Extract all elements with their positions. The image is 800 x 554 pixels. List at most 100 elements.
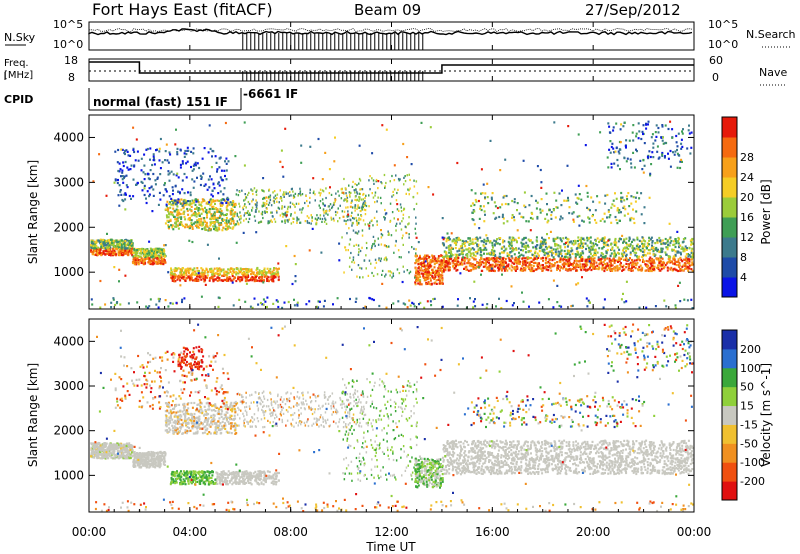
power-echo bbox=[148, 251, 151, 254]
power-echo bbox=[437, 259, 440, 263]
power-echo bbox=[641, 242, 644, 245]
power-echo bbox=[629, 243, 632, 246]
power-echo bbox=[400, 210, 403, 213]
power-echo bbox=[349, 219, 352, 222]
power-echo bbox=[502, 251, 505, 254]
nsky-label: N.Sky bbox=[4, 31, 36, 44]
power-echo bbox=[203, 217, 206, 220]
power-echo bbox=[423, 261, 426, 264]
power-echo bbox=[530, 260, 533, 263]
power-echo bbox=[219, 211, 222, 214]
power-echo bbox=[162, 257, 165, 260]
power-echo bbox=[578, 242, 581, 245]
power-echo bbox=[449, 257, 451, 260]
power-echo bbox=[400, 206, 402, 209]
power-echo bbox=[666, 262, 668, 265]
power-echo bbox=[623, 268, 626, 271]
power-echo bbox=[325, 212, 327, 215]
power-echo bbox=[416, 273, 419, 276]
power-echo bbox=[552, 252, 555, 255]
power-echo bbox=[161, 260, 164, 263]
power-echo bbox=[613, 204, 616, 207]
power-echo bbox=[690, 268, 693, 271]
power-echo bbox=[221, 279, 224, 282]
power-echo bbox=[563, 261, 566, 264]
power-echo bbox=[177, 227, 180, 230]
power-echo bbox=[196, 162, 199, 165]
power-echo bbox=[510, 242, 513, 245]
power-echo bbox=[475, 200, 478, 203]
power-echo bbox=[282, 193, 285, 196]
power-echo bbox=[610, 206, 613, 209]
power-echo bbox=[293, 203, 295, 207]
power-echo bbox=[281, 206, 284, 209]
power-echo bbox=[199, 272, 202, 275]
power-echo bbox=[633, 259, 636, 262]
power-echo bbox=[353, 244, 355, 247]
power-echo bbox=[210, 200, 213, 203]
power-echo bbox=[604, 194, 607, 197]
power-echo bbox=[114, 251, 117, 254]
power-echo bbox=[429, 261, 432, 264]
power-echo bbox=[601, 268, 604, 271]
power-echo bbox=[435, 261, 438, 264]
power-echo bbox=[653, 254, 656, 258]
power-echo bbox=[362, 202, 365, 205]
power-echo bbox=[486, 260, 489, 263]
power-echo bbox=[356, 191, 358, 194]
power-echo bbox=[483, 258, 486, 261]
power-echo bbox=[520, 215, 523, 218]
power-echo bbox=[192, 268, 194, 271]
power-echo bbox=[331, 206, 333, 210]
power-echo bbox=[615, 241, 618, 244]
power-echo bbox=[659, 269, 662, 272]
power-echo bbox=[200, 267, 203, 270]
power-echo bbox=[225, 162, 228, 165]
power-echo bbox=[208, 201, 211, 204]
power-echo bbox=[188, 203, 191, 206]
power-echo bbox=[527, 250, 530, 254]
power-echo bbox=[115, 239, 118, 242]
power-echo bbox=[381, 182, 383, 185]
power-echo bbox=[673, 258, 676, 261]
power-echo bbox=[351, 211, 353, 214]
power-echo bbox=[621, 266, 624, 269]
power-echo bbox=[295, 202, 298, 205]
power-echo bbox=[373, 216, 376, 219]
power-echo bbox=[361, 229, 364, 232]
power-echo bbox=[521, 243, 524, 246]
power-echo bbox=[273, 190, 276, 193]
power-echo bbox=[385, 245, 388, 248]
power-echo bbox=[348, 243, 351, 246]
power-echo bbox=[221, 179, 224, 182]
power-echo bbox=[623, 301, 626, 304]
power-echo bbox=[424, 265, 427, 268]
power-echo bbox=[541, 236, 543, 239]
power-echo bbox=[414, 254, 417, 258]
power-echo bbox=[191, 199, 194, 202]
power-echo bbox=[176, 214, 179, 217]
power-echo bbox=[203, 271, 206, 274]
freq-label-2: [MHz] bbox=[4, 70, 33, 81]
power-echo bbox=[256, 207, 258, 210]
power-echo bbox=[441, 256, 444, 259]
power-echo bbox=[167, 170, 170, 173]
power-echo bbox=[218, 223, 221, 226]
power-echo bbox=[283, 205, 286, 208]
power-echo bbox=[120, 252, 123, 256]
power-echo bbox=[455, 262, 458, 265]
power-echo bbox=[565, 267, 568, 270]
power-echo bbox=[320, 192, 322, 195]
power-echo bbox=[148, 257, 151, 260]
power-echo bbox=[434, 269, 437, 272]
power-echo bbox=[116, 181, 119, 185]
power-echo bbox=[634, 196, 637, 199]
power-echo bbox=[657, 157, 660, 160]
power-echo bbox=[374, 201, 376, 204]
power-echo bbox=[231, 227, 234, 230]
power-echo bbox=[478, 227, 481, 230]
power-echo bbox=[156, 177, 159, 180]
power-echo bbox=[551, 259, 554, 262]
power-echo bbox=[645, 247, 648, 250]
power-echo bbox=[656, 250, 659, 253]
